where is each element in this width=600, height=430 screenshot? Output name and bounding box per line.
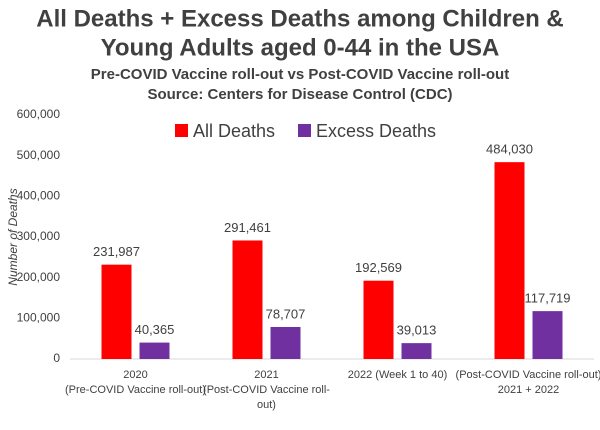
value-label: 40,365 (135, 322, 175, 337)
value-label: 231,987 (93, 244, 140, 259)
x-tick-label: 2020 (123, 369, 147, 381)
y-tick-label: 600,000 (17, 107, 61, 121)
legend-swatch (175, 124, 188, 137)
x-tick-label: 2022 (Week 1 to 40) (348, 369, 447, 381)
chart-subtitle: Source: Centers for Disease Control (CDC… (147, 86, 452, 103)
bar (401, 343, 432, 359)
y-tick-label: 300,000 (17, 229, 61, 243)
value-label: 192,569 (355, 260, 402, 275)
bar (101, 264, 132, 359)
chart-subtitle: Pre-COVID Vaccine roll-out vs Post-COVID… (91, 66, 509, 83)
y-tick-label: 500,000 (17, 148, 61, 162)
y-tick-label: 0 (53, 351, 60, 365)
bar (532, 311, 563, 359)
bar (494, 162, 525, 359)
bar (363, 280, 394, 359)
chart-title: Young Adults aged 0-44 in the USA (101, 34, 500, 61)
y-axis-label: Number of Deaths (6, 188, 20, 285)
chart-title: All Deaths + Excess Deaths among Childre… (36, 5, 564, 32)
bar (232, 240, 263, 359)
x-tick-label: out) (257, 399, 276, 411)
x-tick-label: (Post-COVID Vaccine roll-out) (456, 369, 600, 381)
value-label: 78,707 (266, 306, 306, 321)
bar (270, 326, 301, 359)
bar (139, 342, 170, 359)
value-label: 117,719 (524, 291, 570, 306)
x-tick-label: 2021 (254, 369, 278, 381)
legend-swatch (298, 124, 311, 137)
y-tick-label: 100,000 (17, 311, 61, 325)
x-tick-label: (Pre-COVID Vaccine roll-out) (65, 384, 206, 396)
value-label: 291,461 (224, 220, 271, 235)
x-tick-label: 2021 + 2022 (498, 384, 559, 396)
y-tick-label: 400,000 (17, 189, 61, 203)
value-label: 484,030 (486, 142, 533, 157)
x-tick-label: (Post-COVID Vaccine roll- (203, 384, 330, 396)
legend-label: All Deaths (193, 121, 275, 141)
y-tick-label: 200,000 (17, 270, 61, 284)
value-label: 39,013 (397, 323, 437, 338)
legend-label: Excess Deaths (316, 121, 436, 141)
